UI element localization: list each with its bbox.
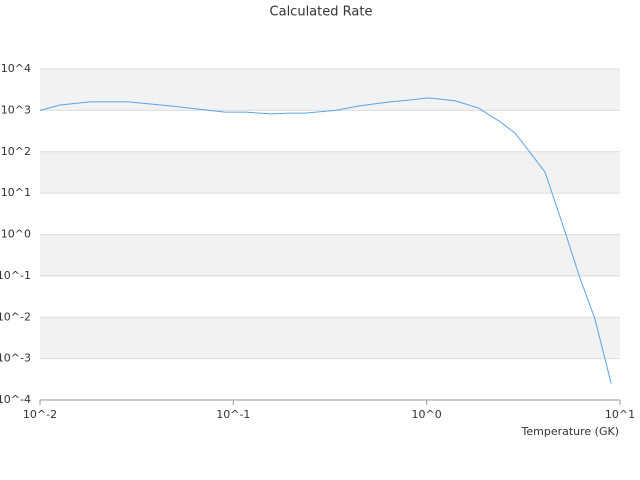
x-tick-label: 10^1 — [605, 408, 635, 421]
chart-title: Calculated Rate — [270, 5, 373, 20]
y-tick-label: 10^2 — [1, 145, 31, 158]
y-tick-label: 10^-4 — [0, 393, 31, 406]
x-tick-label: 10^-2 — [23, 408, 57, 421]
x-tick-label: 10^-1 — [216, 408, 250, 421]
grid-band — [40, 317, 620, 359]
x-tick-label: 10^0 — [412, 408, 442, 421]
y-tick-label: 10^4 — [1, 62, 31, 75]
y-tick-label: 10^-2 — [0, 310, 31, 323]
plot — [39, 68, 621, 405]
grid-band — [40, 69, 620, 111]
data-line — [39, 97, 612, 384]
grid-band — [40, 151, 620, 194]
y-tick-label: 10^-1 — [0, 269, 31, 282]
y-tick-label: 10^-3 — [0, 352, 31, 365]
y-tick-label: 10^1 — [1, 186, 31, 199]
grid-band — [40, 234, 620, 276]
y-tick-label: 10^0 — [1, 228, 31, 241]
y-tick-label: 10^3 — [1, 103, 31, 116]
x-axis-label: Temperature (GK) — [521, 425, 620, 438]
